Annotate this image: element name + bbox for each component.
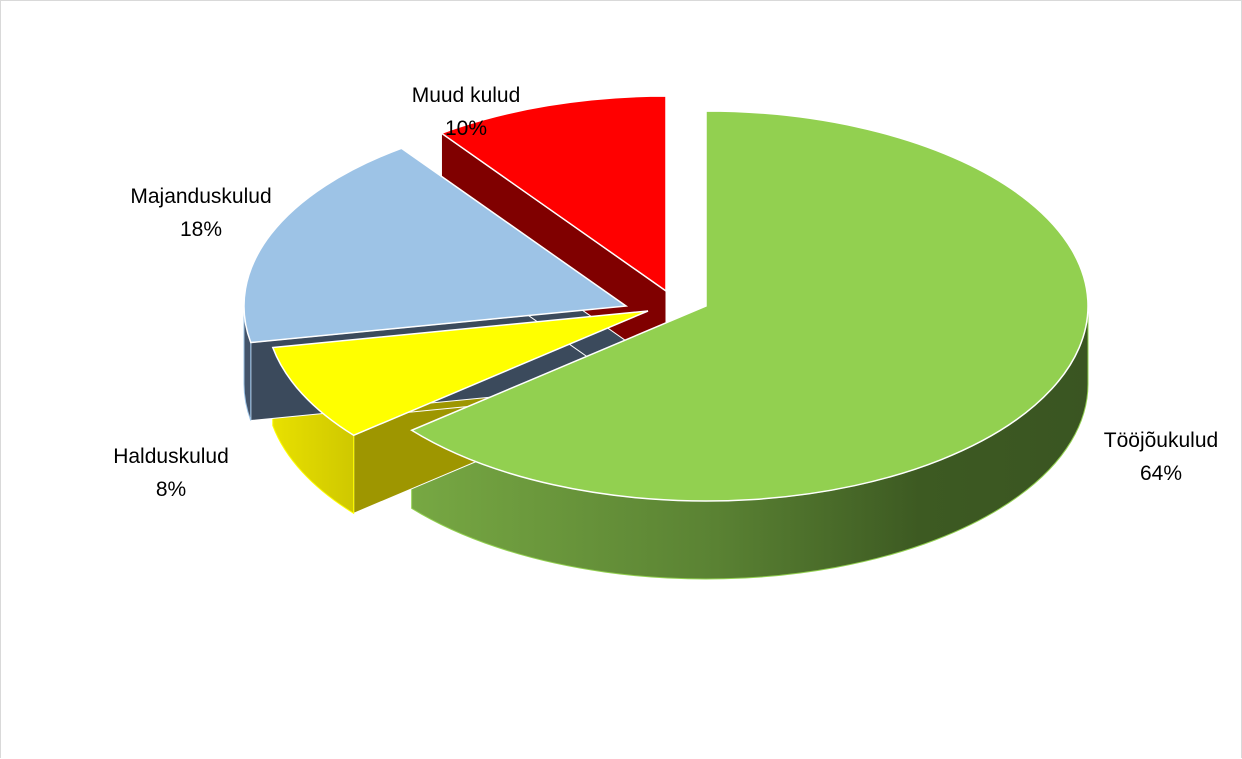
slice-label-name-3: Muud kulud xyxy=(412,84,521,107)
slice-label-value-2: 18% xyxy=(180,218,222,241)
pie-slice-3 xyxy=(439,95,667,293)
slice-label-name-0: Tööjõukulud xyxy=(1104,429,1218,452)
pie-slice-0 xyxy=(410,110,1089,502)
slice-label-value-1: 8% xyxy=(156,478,186,501)
slice-label-name-2: Majanduskulud xyxy=(130,185,271,208)
pie-slice-2 xyxy=(243,147,629,344)
slice-label-value-3: 10% xyxy=(445,117,487,140)
slice-label-name-1: Halduskulud xyxy=(113,445,229,468)
pie-slice-1 xyxy=(271,310,649,437)
slice-label-value-0: 64% xyxy=(1140,462,1182,485)
